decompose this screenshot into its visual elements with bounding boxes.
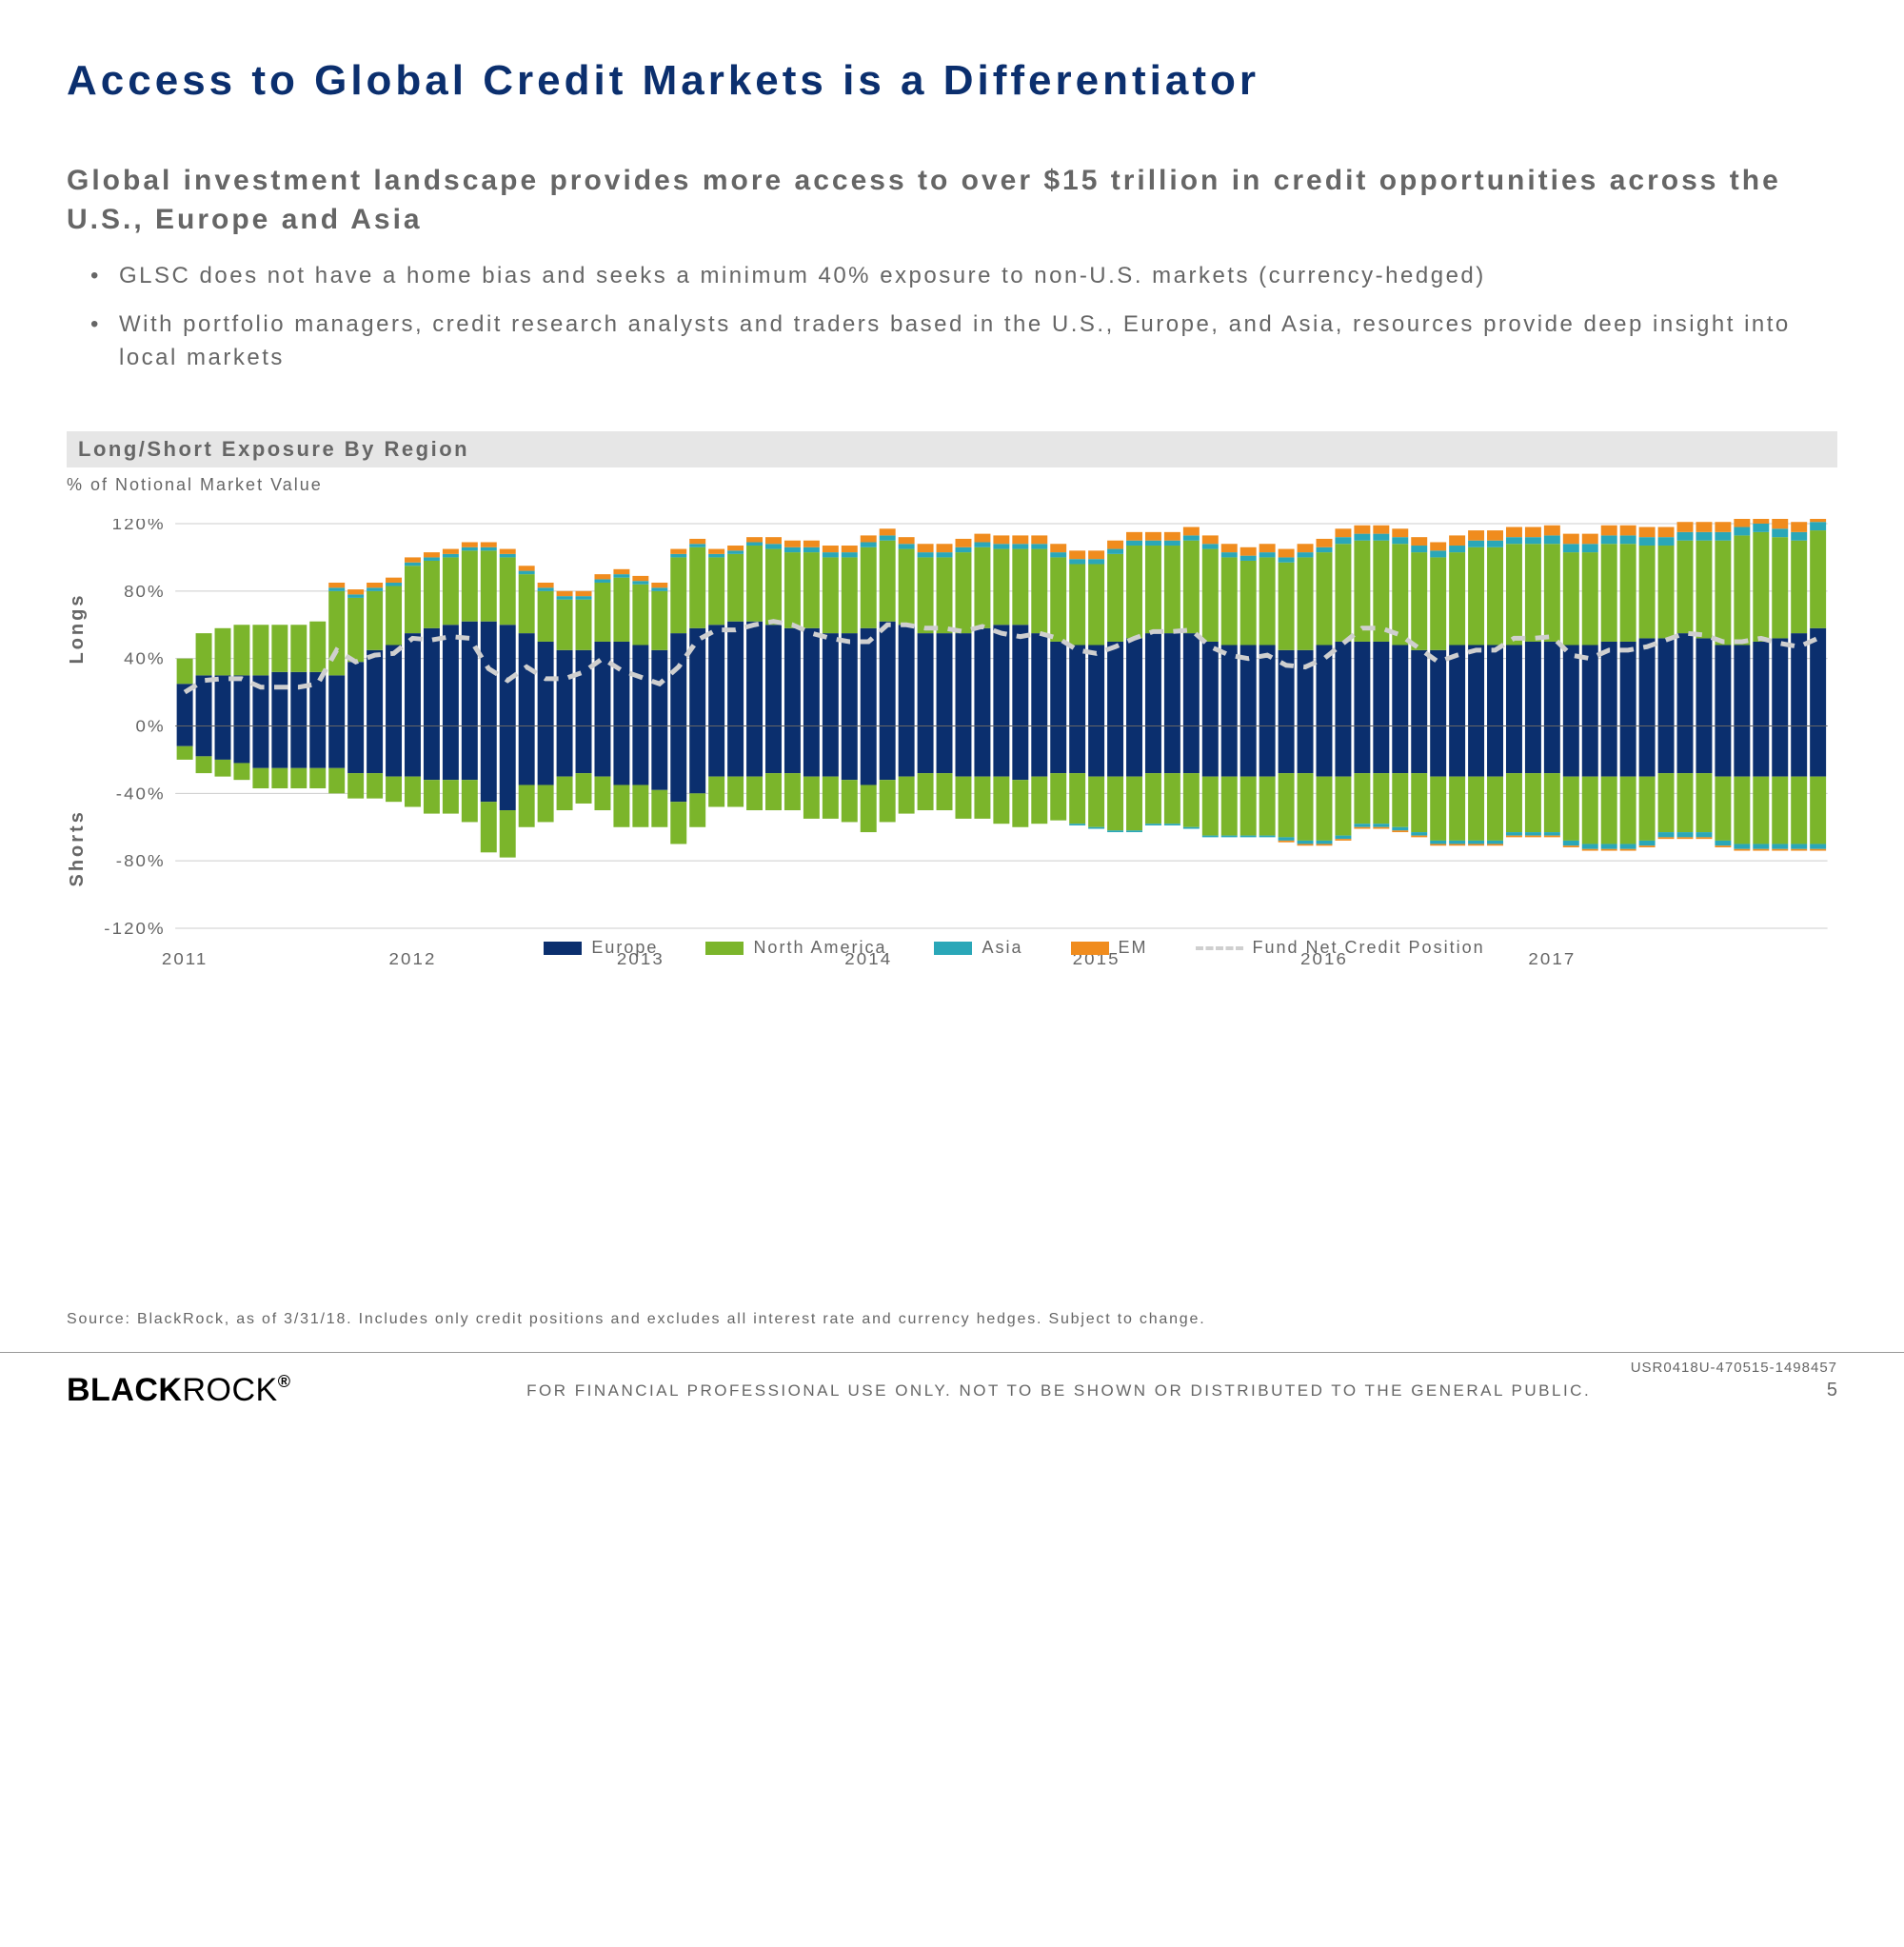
section-header: Long/Short Exposure By Region [67,431,1837,467]
chart-container: Longs Shorts -120%-80%-40%0%40%80%120%20… [67,519,1837,958]
svg-text:-80%: -80% [116,851,166,871]
svg-text:-120%: -120% [104,919,165,939]
legend-item-asia: Asia [934,938,1022,958]
exposure-chart: -120%-80%-40%0%40%80%120%201120122013201… [96,519,1837,976]
source-note: Source: BlackRock, as of 3/31/18. Includ… [67,1311,1205,1328]
blackrock-logo: BLACKROCK® [67,1372,290,1409]
svg-text:-40%: -40% [116,784,166,804]
bullet-list: GLSC does not have a home bias and seeks… [67,260,1837,374]
bullet-item: With portfolio managers, credit research… [119,308,1837,375]
legend-item-em: EM [1071,938,1148,958]
chart-subtitle: % of Notional Market Value [67,467,1837,495]
axis-label-shorts: Shorts [67,739,89,959]
page-title: Access to Global Credit Markets is a Dif… [67,57,1837,105]
chart-legend: Europe North America Asia EM Fund Net Credit… [191,938,1837,958]
footer: BLACKROCK® FOR FINANCIAL PROFESSIONAL US… [0,1352,1904,1428]
footer-disclaimer: FOR FINANCIAL PROFESSIONAL USE ONLY. NOT… [290,1381,1826,1401]
svg-text:120%: 120% [112,519,166,533]
svg-text:80%: 80% [124,582,166,602]
legend-item-net: Fund Net Credit Position [1196,938,1485,958]
page-number: 5 [1827,1380,1837,1401]
legend-item-north_america: North America [705,938,886,958]
axis-label-longs: Longs [67,519,89,739]
legend-item-europe: Europe [544,938,658,958]
svg-text:2012: 2012 [389,949,437,969]
svg-text:40%: 40% [124,648,166,668]
svg-text:2011: 2011 [162,949,208,969]
subtitle: Global investment landscape provides mor… [67,162,1837,239]
bullet-item: GLSC does not have a home bias and seeks… [119,260,1837,293]
svg-text:2017: 2017 [1528,949,1576,969]
svg-text:0%: 0% [136,716,166,736]
